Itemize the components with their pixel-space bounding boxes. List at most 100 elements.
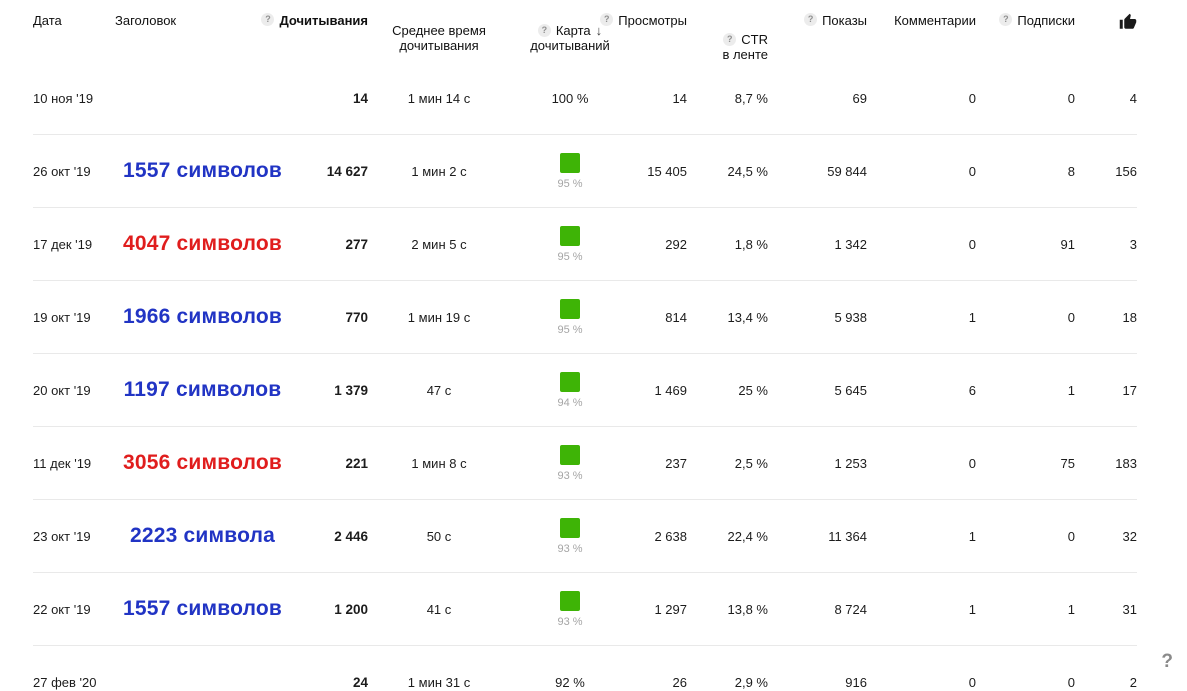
ctr-value: 22,4 % [727,528,768,544]
impressions-value: 11 364 [828,528,867,544]
reads-value: 14 [352,90,368,106]
impressions-value: 5 938 [834,309,867,325]
col-header-read-map[interactable]: ? Карта ↓ дочитываний [510,10,630,62]
help-icon[interactable]: ? [999,13,1013,26]
views-value: 292 [665,236,687,252]
article-title-link[interactable]: 3056 символов [122,451,282,474]
read-map-percent: 93 % [557,542,583,555]
reads-value: 277 [345,236,368,252]
col-header-subscriptions[interactable]: ? Подписки [976,10,1075,62]
reads-value: 1 200 [334,601,368,617]
reads-value: 221 [345,455,368,471]
comments-value: 0 [968,90,976,106]
col-header-read-map-line2: дочитываний [530,37,610,53]
views-value: 1 297 [654,601,687,617]
impressions-value: 69 [852,90,867,106]
read-map-percent: 100 % [551,90,589,106]
col-header-read-map-line1: Карта [555,22,591,38]
table-row: 26 окт '19 1557 символов 14 627 1 мин 2 … [33,135,1137,208]
date-cell: 26 окт '19 [33,163,91,179]
article-title-link[interactable]: 4047 символов [122,232,282,255]
comments-value: 0 [968,236,976,252]
table-row: 20 окт '19 1197 символов 1 379 47 с 94 %… [33,354,1137,427]
col-header-reads[interactable]: ? Дочитывания [261,10,368,62]
read-map-thumbnail[interactable] [559,444,580,465]
read-map-thumbnail[interactable] [559,298,580,319]
avg-read-time-value: 1 мин 14 с [407,90,471,106]
stats-table: Дата Заголовок ? Дочитывания Среднее вре… [33,10,1137,691]
likes-value: 2 [1129,675,1137,690]
views-value: 15 405 [647,163,687,179]
impressions-value: 1 342 [834,236,867,252]
col-header-likes[interactable] [1075,10,1137,62]
read-map-thumbnail[interactable] [559,371,580,392]
subscriptions-value: 8 [1067,163,1075,179]
comments-value: 6 [968,382,976,398]
likes-value: 3 [1129,236,1137,252]
article-title-link[interactable]: 1197 символов [123,378,282,401]
read-map-thumbnail[interactable] [559,517,580,538]
ctr-value: 13,4 % [727,309,768,325]
col-header-comments[interactable]: Комментарии [894,13,976,28]
col-header-ctr-line2: в ленте [722,47,768,62]
article-title-link[interactable]: 1557 символов [122,597,282,620]
help-icon[interactable]: ? [261,13,275,26]
col-header-date[interactable]: Дата [33,13,62,28]
col-header-views-label: Просмотры [618,13,687,28]
comments-value: 0 [968,675,976,690]
ctr-value: 25 % [738,382,768,398]
col-header-avg-time-line2: дочитывания [399,37,479,53]
read-map-cell[interactable]: 93 % [510,590,630,628]
likes-value: 4 [1129,90,1137,106]
views-value: 26 [672,675,687,690]
col-header-impressions[interactable]: ? Показы [768,10,867,62]
date-cell: 27 фев '20 [33,675,97,690]
avg-read-time-value: 41 с [426,601,452,617]
subscriptions-value: 0 [1067,309,1075,325]
table-row: 17 дек '19 4047 символов 277 2 мин 5 с 9… [33,208,1137,281]
read-map-cell[interactable]: 93 % [510,444,630,482]
read-map-cell: 92 % [510,675,630,690]
col-header-avg-time[interactable]: Среднее время дочитывания [368,10,510,62]
col-header-views[interactable]: ? Просмотры [600,10,687,62]
date-cell: 19 окт '19 [33,309,91,325]
views-value: 14 [672,90,687,106]
subscriptions-value: 1 [1067,601,1075,617]
table-row: 27 фев '20 24 1 мин 31 с 92 % 26 2,9 % 9… [33,646,1137,691]
article-title-link[interactable]: 1557 символов [122,159,282,182]
read-map-cell[interactable]: 94 % [510,371,630,409]
article-title-link[interactable]: 2223 символа [129,524,276,547]
sort-desc-icon[interactable]: ↓ [595,22,603,38]
help-fab-button[interactable]: ? [1161,651,1173,672]
views-value: 2 638 [654,528,687,544]
read-map-cell[interactable]: 93 % [510,517,630,555]
table-row: 23 окт '19 2223 символа 2 446 50 с 93 % … [33,500,1137,573]
help-icon[interactable]: ? [537,23,551,37]
help-icon[interactable]: ? [723,33,737,46]
views-value: 237 [665,455,687,471]
ctr-value: 2,9 % [734,675,768,690]
read-map-cell[interactable]: 95 % [510,225,630,263]
impressions-value: 59 844 [827,163,867,179]
impressions-value: 8 724 [834,601,867,617]
read-map-cell[interactable]: 95 % [510,298,630,336]
col-header-ctr[interactable]: ? CTR в ленте [687,10,768,62]
read-map-percent: 93 % [557,615,583,628]
read-map-thumbnail[interactable] [559,590,580,611]
date-cell: 17 дек '19 [33,236,93,252]
impressions-value: 916 [845,675,867,690]
read-map-percent: 92 % [555,675,585,690]
read-map-cell[interactable]: 95 % [510,152,630,190]
read-map-thumbnail[interactable] [559,152,580,173]
help-icon[interactable]: ? [804,13,818,26]
col-header-reads-label: Дочитывания [279,13,368,28]
col-header-title[interactable]: Заголовок [115,13,177,28]
thumbs-up-icon [1119,13,1137,29]
help-icon[interactable]: ? [600,13,614,26]
likes-value: 183 [1115,455,1137,471]
read-map-thumbnail[interactable] [559,225,580,246]
read-map-percent: 93 % [557,469,583,482]
ctr-value: 1,8 % [734,236,768,252]
article-title-link[interactable]: 1966 символов [122,305,282,328]
table-header: Дата Заголовок ? Дочитывания Среднее вре… [33,10,1137,62]
